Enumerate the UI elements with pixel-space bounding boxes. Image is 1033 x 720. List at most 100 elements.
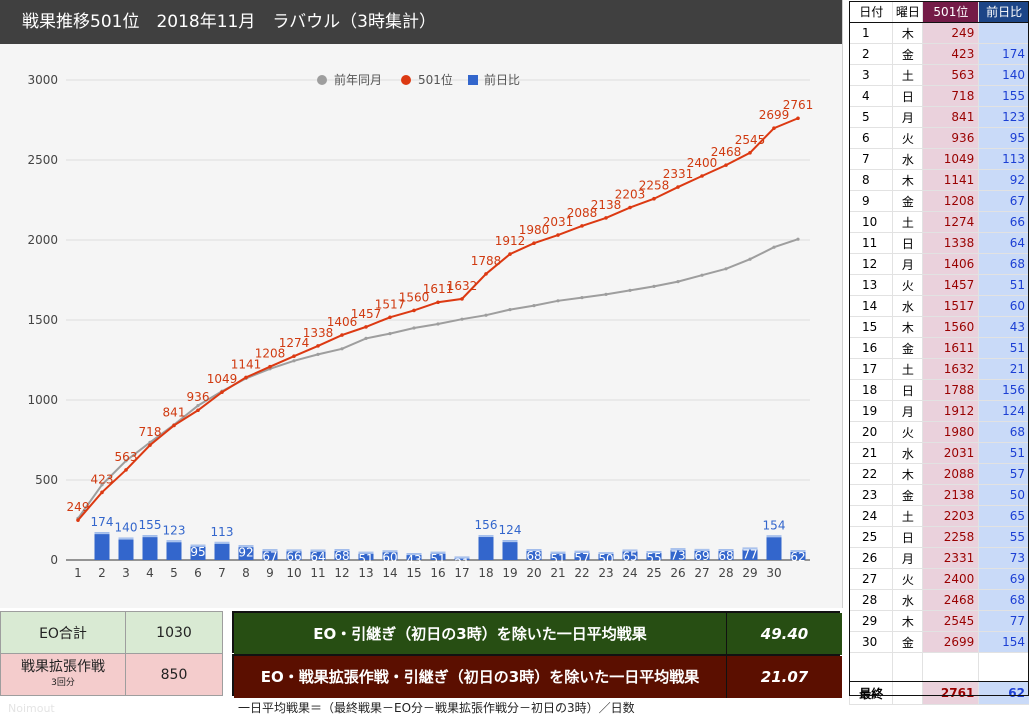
cell-diff[interactable]: 95 (978, 127, 1029, 149)
cell-diff[interactable]: 68 (978, 253, 1029, 275)
cell-diff[interactable]: 77 (978, 610, 1029, 632)
cell-weekday[interactable]: 金 (892, 43, 923, 65)
cell-date[interactable]: 13 (848, 274, 893, 296)
cell-diff[interactable]: 51 (978, 442, 1029, 464)
empty-cell[interactable] (978, 652, 1029, 682)
cell-date[interactable]: 28 (848, 589, 893, 611)
cell-diff[interactable]: 65 (978, 505, 1029, 527)
cell-date[interactable]: 4 (848, 85, 893, 107)
cell-rank501[interactable]: 1788 (922, 379, 979, 401)
cell-date[interactable]: 16 (848, 337, 893, 359)
cell-rank501[interactable]: 2400 (922, 568, 979, 590)
cell-diff[interactable]: 55 (978, 526, 1029, 548)
cell-weekday[interactable]: 木 (892, 316, 923, 338)
cell-diff[interactable]: 68 (978, 589, 1029, 611)
cell-date[interactable]: 19 (848, 400, 893, 422)
cell-date[interactable]: 11 (848, 232, 893, 254)
cell-weekday[interactable]: 木 (892, 463, 923, 485)
cell-rank501[interactable]: 2203 (922, 505, 979, 527)
cell-weekday[interactable]: 土 (892, 505, 923, 527)
cell-diff[interactable]: 68 (978, 421, 1029, 443)
cell-date[interactable]: 9 (848, 190, 893, 212)
eo-total-value[interactable]: 1030 (125, 611, 223, 654)
cell-rank501[interactable]: 563 (922, 64, 979, 86)
cell-date[interactable]: 5 (848, 106, 893, 128)
cell-weekday[interactable]: 土 (892, 64, 923, 86)
cell-date[interactable]: 1 (848, 22, 893, 44)
cell-rank501[interactable]: 2468 (922, 589, 979, 611)
cell-diff[interactable]: 140 (978, 64, 1029, 86)
cell-weekday[interactable]: 火 (892, 568, 923, 590)
cell-rank501[interactable]: 718 (922, 85, 979, 107)
cell-diff[interactable]: 57 (978, 463, 1029, 485)
cell-weekday[interactable]: 火 (892, 127, 923, 149)
cell-date[interactable]: 24 (848, 505, 893, 527)
operation-label[interactable]: 戦果拡張作戦 3回分 (0, 653, 126, 696)
footer-empty[interactable] (892, 681, 923, 705)
footer-label[interactable]: 最終 (848, 681, 893, 705)
cell-rank501[interactable]: 2545 (922, 610, 979, 632)
cell-date[interactable]: 25 (848, 526, 893, 548)
cell-diff[interactable]: 43 (978, 316, 1029, 338)
cell-weekday[interactable]: 金 (892, 337, 923, 359)
cell-rank501[interactable]: 249 (922, 22, 979, 44)
cell-rank501[interactable]: 1632 (922, 358, 979, 380)
cell-date[interactable]: 29 (848, 610, 893, 632)
cell-rank501[interactable]: 1406 (922, 253, 979, 275)
cell-weekday[interactable]: 水 (892, 148, 923, 170)
cell-weekday[interactable]: 金 (892, 631, 923, 653)
cell-weekday[interactable]: 月 (892, 106, 923, 128)
cell-date[interactable]: 18 (848, 379, 893, 401)
cell-weekday[interactable]: 木 (892, 169, 923, 191)
cell-date[interactable]: 30 (848, 631, 893, 653)
cell-rank501[interactable]: 423 (922, 43, 979, 65)
cell-weekday[interactable]: 金 (892, 190, 923, 212)
cell-diff[interactable]: 51 (978, 337, 1029, 359)
operation-value[interactable]: 850 (125, 653, 223, 696)
cell-rank501[interactable]: 2699 (922, 631, 979, 653)
cell-weekday[interactable]: 日 (892, 379, 923, 401)
cell-rank501[interactable]: 1517 (922, 295, 979, 317)
cell-weekday[interactable]: 水 (892, 295, 923, 317)
cell-rank501[interactable]: 1141 (922, 169, 979, 191)
cell-weekday[interactable]: 水 (892, 589, 923, 611)
cell-rank501[interactable]: 1208 (922, 190, 979, 212)
cell-rank501[interactable]: 1274 (922, 211, 979, 233)
average-1-value[interactable]: 49.40 (726, 613, 842, 655)
cell-weekday[interactable]: 月 (892, 400, 923, 422)
cell-weekday[interactable]: 月 (892, 253, 923, 275)
cell-diff[interactable]: 21 (978, 358, 1029, 380)
cell-date[interactable]: 27 (848, 568, 893, 590)
cell-rank501[interactable]: 936 (922, 127, 979, 149)
average-1-label[interactable]: EO・引継ぎ（初日の3時）を除いた一日平均戦果 (234, 613, 726, 655)
cell-diff[interactable]: 92 (978, 169, 1029, 191)
cell-date[interactable]: 22 (848, 463, 893, 485)
cell-weekday[interactable]: 土 (892, 358, 923, 380)
eo-total-label[interactable]: EO合計 (0, 611, 126, 654)
cell-rank501[interactable]: 1457 (922, 274, 979, 296)
cell-rank501[interactable]: 1560 (922, 316, 979, 338)
footer-final-value[interactable]: 2761 (922, 681, 979, 705)
cell-date[interactable]: 3 (848, 64, 893, 86)
header-weekday[interactable]: 曜日 (892, 1, 923, 23)
empty-cell[interactable] (848, 652, 893, 682)
cell-weekday[interactable]: 木 (892, 610, 923, 632)
cell-rank501[interactable]: 841 (922, 106, 979, 128)
cell-diff[interactable]: 60 (978, 295, 1029, 317)
cell-diff[interactable]: 64 (978, 232, 1029, 254)
cell-diff[interactable]: 50 (978, 484, 1029, 506)
cell-rank501[interactable]: 1980 (922, 421, 979, 443)
cell-date[interactable]: 10 (848, 211, 893, 233)
footer-final-diff[interactable]: 62 (978, 681, 1029, 705)
cell-weekday[interactable]: 火 (892, 274, 923, 296)
cell-date[interactable]: 15 (848, 316, 893, 338)
cell-weekday[interactable]: 水 (892, 442, 923, 464)
cell-date[interactable]: 21 (848, 442, 893, 464)
cell-rank501[interactable]: 1611 (922, 337, 979, 359)
cell-date[interactable]: 26 (848, 547, 893, 569)
cell-diff[interactable]: 113 (978, 148, 1029, 170)
cell-rank501[interactable]: 1338 (922, 232, 979, 254)
cell-weekday[interactable]: 日 (892, 526, 923, 548)
cell-date[interactable]: 12 (848, 253, 893, 275)
cell-diff[interactable]: 73 (978, 547, 1029, 569)
